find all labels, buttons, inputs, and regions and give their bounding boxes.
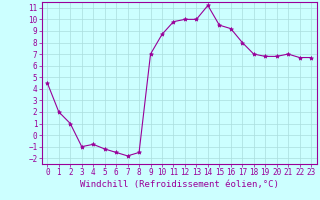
X-axis label: Windchill (Refroidissement éolien,°C): Windchill (Refroidissement éolien,°C) [80,180,279,189]
